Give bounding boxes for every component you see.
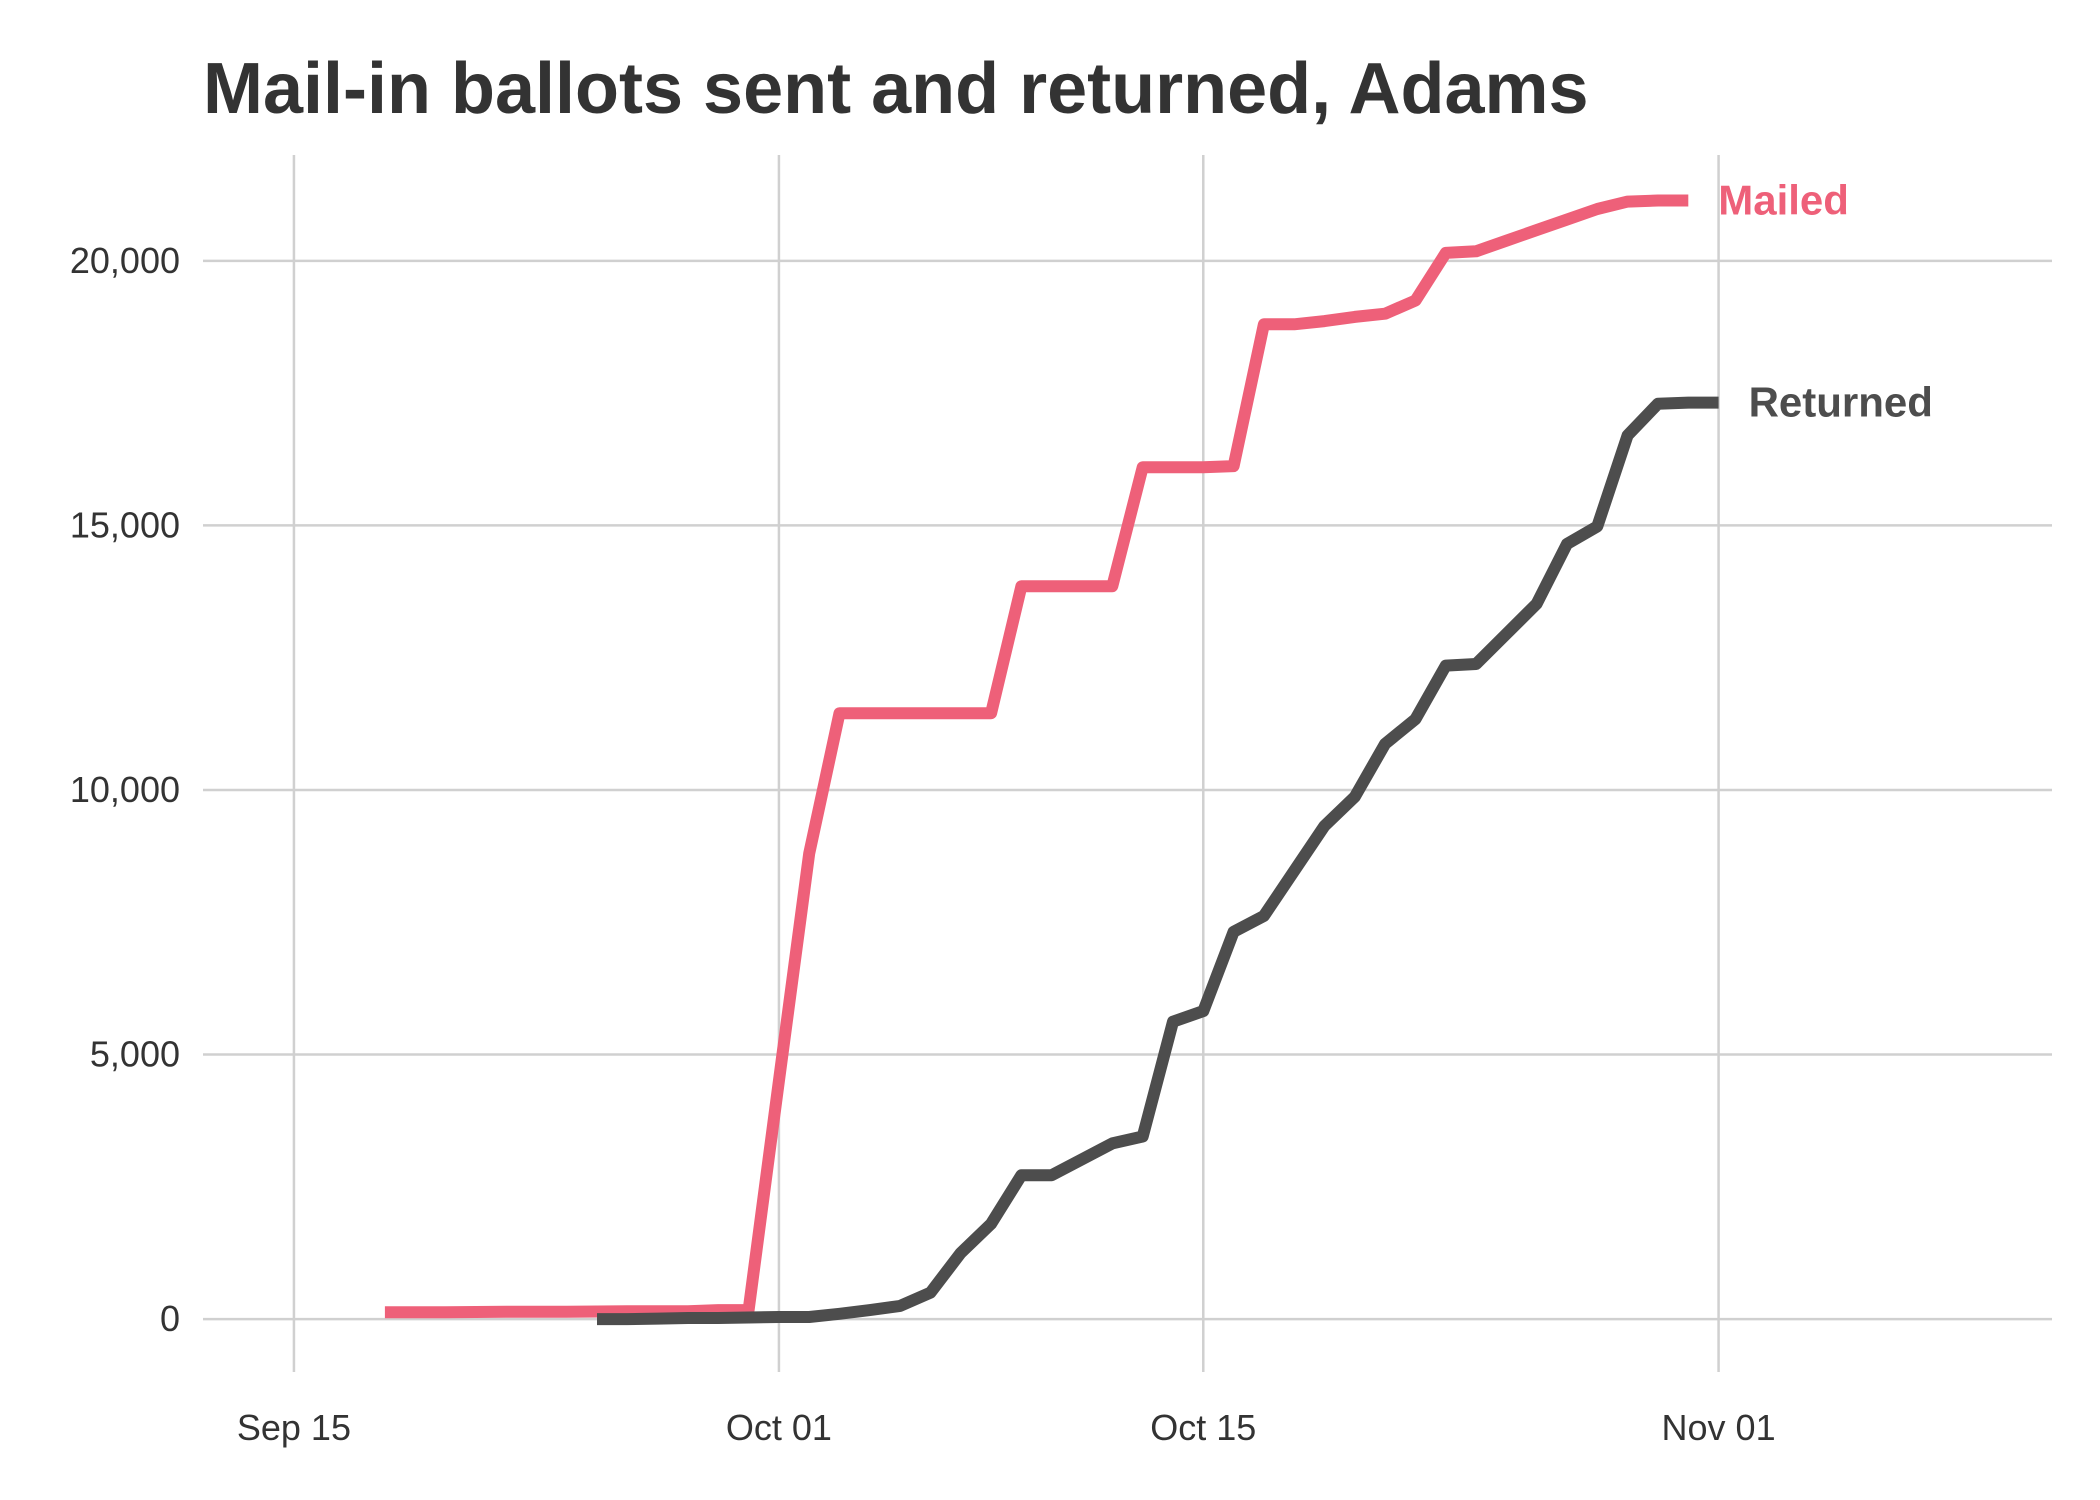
series-label-mailed: Mailed [1718,177,1849,224]
y-tick-label: 20,000 [70,240,180,281]
x-tick-label: Sep 15 [237,1407,351,1448]
x-tick-label: Nov 01 [1662,1407,1776,1448]
series-labels: Mailed Returned [1718,177,1933,426]
series-label-returned: Returned [1749,379,1933,426]
series-layer [385,201,1719,1320]
y-tick-label: 5,000 [90,1034,180,1075]
grid-layer [203,155,2052,1372]
y-tick-label: 0 [160,1298,180,1339]
series-line-mailed [385,201,1688,1313]
y-tick-label: 10,000 [70,769,180,810]
x-tick-label: Oct 01 [726,1407,832,1448]
axis-labels: 0 5,000 10,000 15,000 20,000 Sep 15 Oct 01 Oct … [70,240,1776,1448]
x-tick-label: Oct 15 [1150,1407,1256,1448]
y-tick-label: 15,000 [70,504,180,545]
